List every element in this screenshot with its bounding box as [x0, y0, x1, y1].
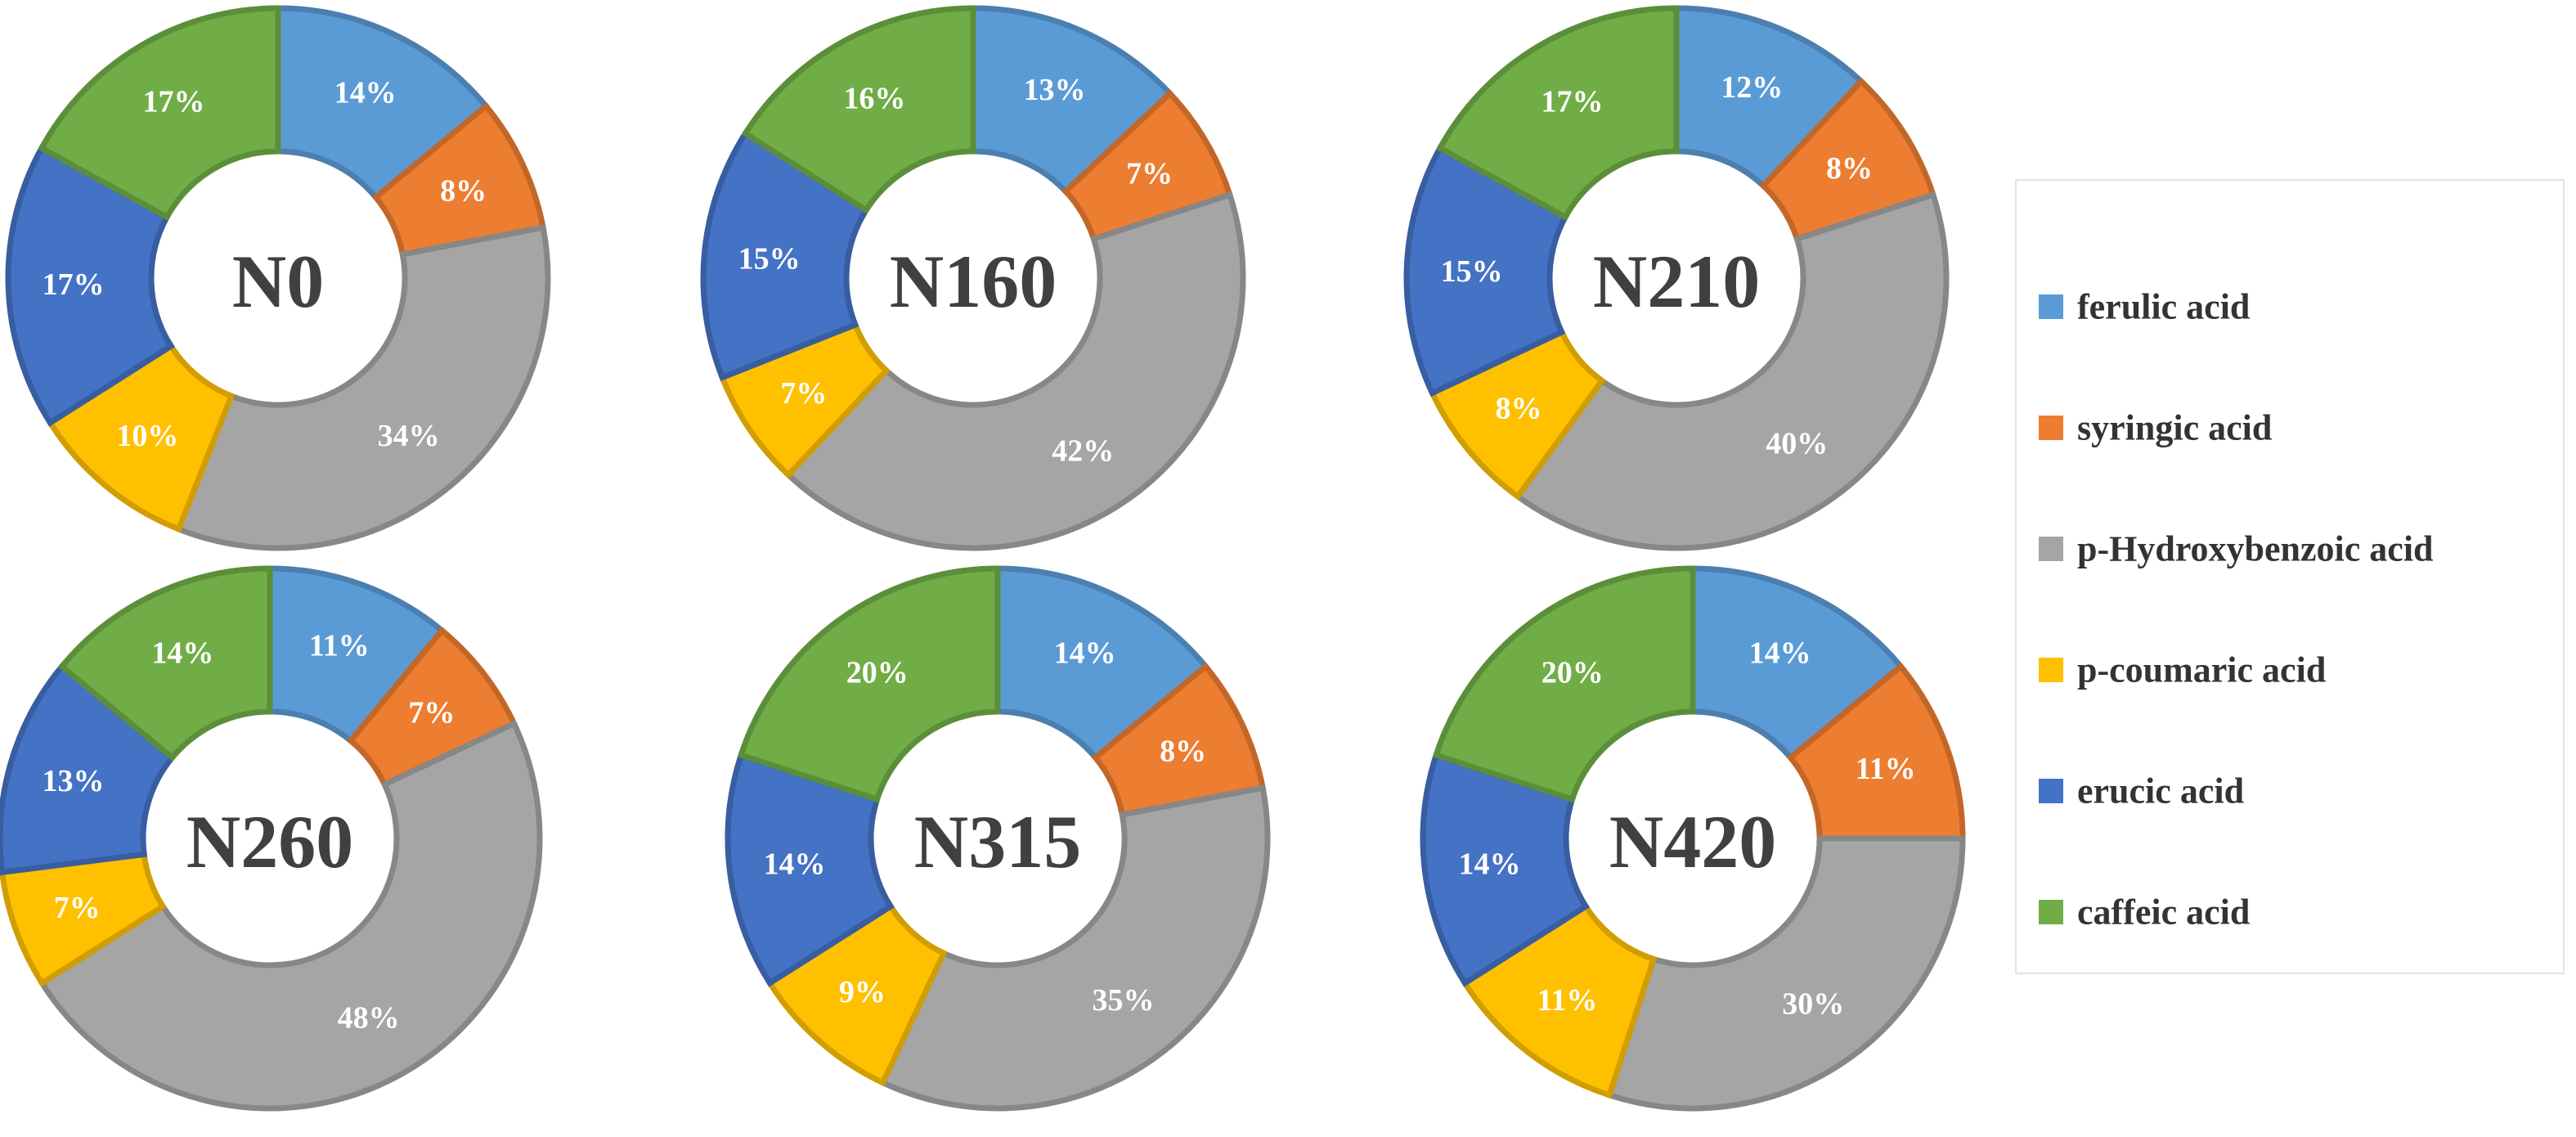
slice-label-n315-p-coumaric-acid: 9%: [839, 975, 886, 1009]
slice-label-n260-caffeic-acid: 14%: [151, 636, 213, 670]
slice-n0-erucic-acid: [5, 144, 175, 427]
slice-n260-p-hydroxybenzoic-acid: [38, 719, 543, 1112]
slice-label-n210-p-hydroxybenzoic-acid: 40%: [1766, 427, 1828, 461]
slice-label-n0-caffeic-acid: 17%: [142, 84, 204, 119]
slice-label-n420-p-coumaric-acid: 11%: [1537, 983, 1598, 1018]
slice-label-n260-ferulic-acid: 11%: [309, 628, 370, 663]
slice-label-n0-syringic-acid: 8%: [440, 173, 487, 208]
legend-box: [2015, 179, 2565, 974]
legend-label-ferulic-acid: ferulic acid: [2077, 287, 2250, 327]
donut-n0: 14% 8% 34% 10% 17% 17% N0: [5, 5, 551, 551]
slice-label-n160-caffeic-acid: 16%: [843, 81, 905, 115]
slice-n160-erucic-acid: [700, 129, 870, 382]
donut-title-n0: N0: [232, 240, 324, 323]
legend-label-p-coumaric-acid: p-coumaric acid: [2077, 650, 2326, 690]
slice-label-n315-caffeic-acid: 20%: [846, 655, 909, 690]
legend-swatch-p-coumaric-acid: [2039, 658, 2063, 682]
legend-item-ferulic-acid: ferulic acid: [2039, 287, 2250, 327]
legend-label-caffeic-acid: caffeic acid: [2077, 892, 2250, 933]
slice-n260-erucic-acid: [0, 662, 177, 876]
slice-label-n160-p-hydroxybenzoic-acid: 42%: [1052, 434, 1114, 469]
slice-n260-ferulic-acid: [267, 565, 447, 745]
slice-label-n420-ferulic-acid: 14%: [1749, 636, 1811, 670]
slice-label-n315-p-hydroxybenzoic-acid: 35%: [1093, 983, 1155, 1018]
slice-n210-erucic-acid: [1403, 144, 1569, 398]
slice-label-n160-ferulic-acid: 13%: [1023, 73, 1085, 107]
slice-label-n0-p-coumaric-acid: 10%: [116, 419, 178, 453]
slice-label-n0-p-hydroxybenzoic-acid: 34%: [378, 419, 440, 453]
slice-label-n260-erucic-acid: 13%: [42, 764, 104, 798]
slice-label-n210-caffeic-acid: 17%: [1541, 84, 1603, 119]
donut-n210: 12% 8% 40% 8% 15% 17% N210: [1403, 5, 1950, 551]
donut-n315: 14% 8% 35% 9% 14% 20% N315: [725, 565, 1271, 1112]
slice-n0-p-hydroxybenzoic-acid: [174, 224, 551, 551]
slice-label-n160-syringic-acid: 7%: [1126, 156, 1173, 191]
slice-n315-erucic-acid: [725, 751, 895, 987]
slice-label-n315-syringic-acid: 8%: [1160, 734, 1206, 768]
legend-item-p-coumaric-acid: p-coumaric acid: [2039, 650, 2326, 690]
slice-n420-caffeic-acid: [1432, 565, 1696, 803]
slice-n210-ferulic-acid: [1673, 5, 1865, 190]
slice-n160-ferulic-acid: [970, 5, 1174, 195]
slice-label-n210-p-coumaric-acid: 8%: [1495, 392, 1542, 426]
donut-title-n210: N210: [1593, 240, 1760, 323]
legend-swatch-ferulic-acid: [2039, 294, 2063, 319]
slice-n260-caffeic-acid: [57, 565, 273, 762]
legend-swatch-syringic-acid: [2039, 416, 2063, 440]
legend-item-syringic-acid: syringic acid: [2039, 408, 2272, 448]
slice-n315-ferulic-acid: [994, 565, 1210, 762]
donut-title-n160: N160: [890, 240, 1057, 323]
legend-swatch-caffeic-acid: [2039, 900, 2063, 924]
legend: ferulic acid syringic acid p-Hydroxybenzoi…: [2015, 179, 2565, 974]
donut-title-n260: N260: [186, 800, 353, 883]
donut-n160: 13% 7% 42% 7% 15% 16% N160: [700, 5, 1246, 551]
slice-label-n160-p-coumaric-acid: 7%: [780, 376, 827, 411]
legend-swatch-erucic-acid: [2039, 779, 2063, 803]
legend-item-erucic-acid: erucic acid: [2039, 771, 2244, 811]
slice-n315-caffeic-acid: [737, 565, 1001, 803]
slice-n315-p-hydroxybenzoic-acid: [878, 784, 1271, 1112]
slice-label-n160-erucic-acid: 15%: [738, 241, 801, 276]
slice-label-n420-caffeic-acid: 20%: [1542, 655, 1604, 690]
slice-n420-syringic-acid: [1786, 662, 1966, 842]
donut-title-n420: N420: [1609, 800, 1776, 883]
slice-n420-ferulic-acid: [1690, 565, 1905, 762]
slice-n160-caffeic-acid: [741, 5, 976, 214]
slice-label-n260-syringic-acid: 7%: [408, 695, 455, 730]
legend-label-erucic-acid: erucic acid: [2077, 771, 2244, 811]
slice-label-n210-erucic-acid: 15%: [1441, 254, 1503, 289]
slice-n210-caffeic-acid: [1436, 5, 1680, 222]
legend-swatch-p-hydroxybenzoic-acid: [2039, 537, 2063, 561]
slice-label-n420-p-hydroxybenzoic-acid: 30%: [1782, 987, 1844, 1022]
slice-n160-p-hydroxybenzoic-acid: [784, 191, 1246, 551]
slice-label-n0-ferulic-acid: 14%: [334, 75, 397, 110]
slice-n0-caffeic-acid: [38, 5, 281, 222]
slice-n210-p-hydroxybenzoic-acid: [1514, 191, 1950, 551]
slice-label-n260-p-coumaric-acid: 7%: [54, 891, 101, 925]
slice-label-n210-ferulic-acid: 12%: [1721, 70, 1783, 105]
slice-label-n0-erucic-acid: 17%: [43, 267, 105, 302]
slice-label-n315-ferulic-acid: 14%: [1054, 636, 1116, 670]
donut-title-n315: N315: [914, 800, 1081, 883]
legend-item-p-hydroxybenzoic-acid: p-Hydroxybenzoic acid: [2039, 529, 2434, 569]
slice-n420-erucic-acid: [1420, 751, 1590, 987]
donut-n420: 14% 11% 30% 11% 14% 20% N420: [1420, 565, 1966, 1112]
legend-item-caffeic-acid: caffeic acid: [2039, 892, 2250, 933]
slice-label-n260-p-hydroxybenzoic-acid: 48%: [338, 1001, 400, 1036]
donut-n260: 11% 7% 48% 7% 13% 14% N260: [0, 565, 543, 1112]
slice-label-n315-erucic-acid: 14%: [763, 847, 825, 881]
slice-label-n420-erucic-acid: 14%: [1458, 847, 1520, 881]
legend-label-syringic-acid: syringic acid: [2077, 408, 2272, 448]
slice-n420-p-hydroxybenzoic-acid: [1605, 835, 1966, 1112]
slice-label-n210-syringic-acid: 8%: [1826, 151, 1873, 186]
slice-label-n420-syringic-acid: 11%: [1856, 752, 1916, 786]
legend-label-p-hydroxybenzoic-acid: p-Hydroxybenzoic acid: [2077, 529, 2434, 569]
slice-n0-ferulic-acid: [275, 5, 491, 202]
donut-charts-group: 14%8%34%10%17%17%N013%7%42%7%15%16%N1601…: [0, 5, 1966, 1112]
